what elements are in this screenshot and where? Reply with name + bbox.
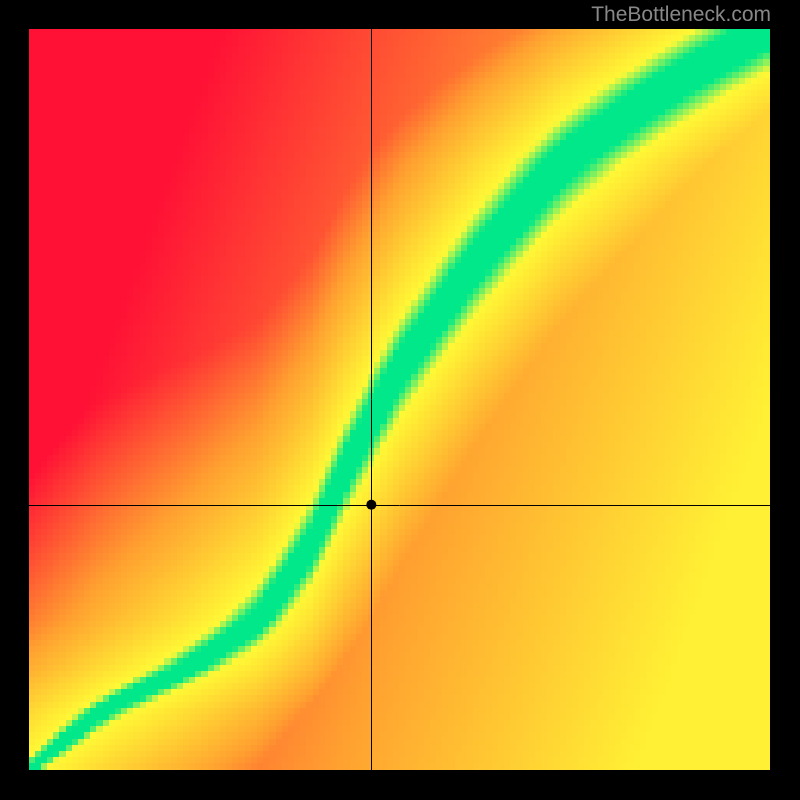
bottleneck-heatmap <box>29 29 770 770</box>
chart-container: TheBottleneck.com <box>0 0 800 800</box>
watermark-text: TheBottleneck.com <box>591 3 771 27</box>
